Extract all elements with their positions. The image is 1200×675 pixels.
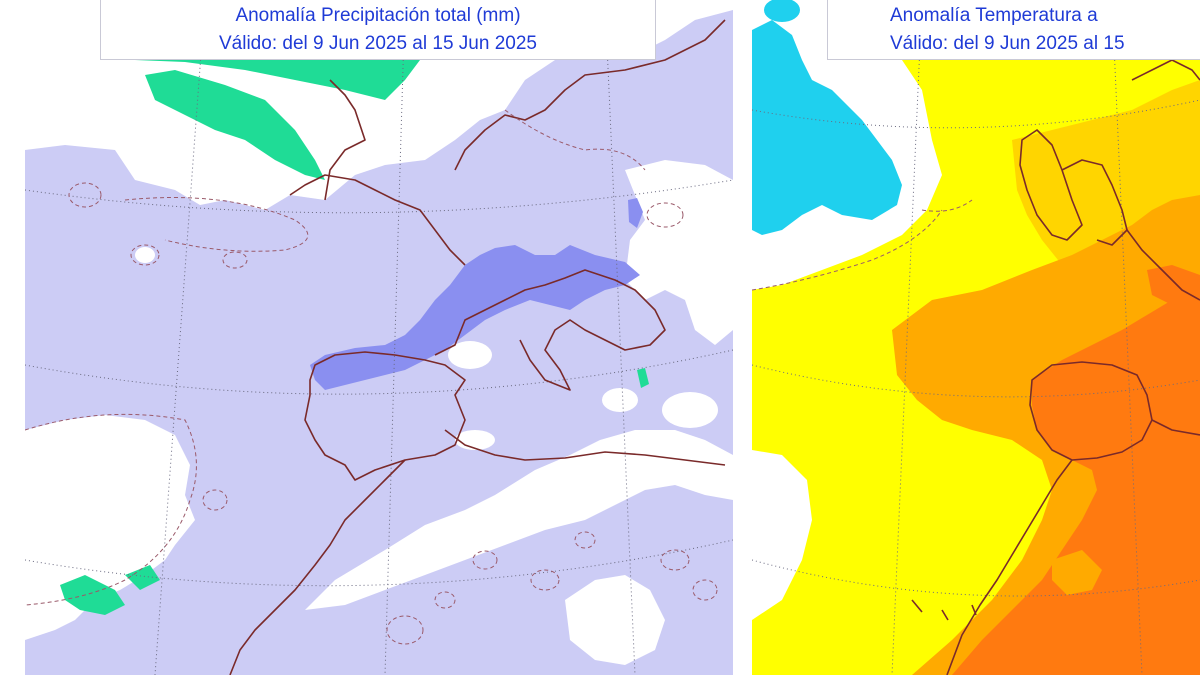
temp-coastline [911,59,1200,675]
temperature-title: Anomalía Temperatura a [890,5,1098,26]
precip-dry-southwest [60,575,125,615]
temp-white-southwest [752,450,812,620]
temp-hot-region [952,290,1200,675]
temp-cold-spot [764,0,800,22]
precip-white-spot-5 [455,430,495,450]
precip-white-bottom-right [565,575,665,665]
temperature-title-box: Anomalía Temperatura a Válido: del 9 Jun… [827,0,1200,60]
precipitation-title: Anomalía Precipitación total (mm) [235,5,521,26]
precip-coastline [229,19,726,675]
temperature-map-canvas [752,0,1200,675]
precip-white-spot-2 [602,388,638,412]
precip-dry-north-2 [145,70,325,180]
precip-dry-spot [637,368,649,388]
temperature-anomaly-map: Anomalía Temperatura a Válido: del 9 Jun… [752,0,1200,675]
temp-contours [752,199,973,291]
precip-white-spot-3 [662,392,718,428]
precip-wet-spot [628,198,643,228]
precipitation-title-box: Anomalía Precipitación total (mm) Válido… [100,0,656,60]
precipitation-validity: Válido: del 9 Jun 2025 al 15 Jun 2025 [219,33,537,54]
precip-contours [25,109,718,645]
precipitation-anomaly-map: Anomalía Precipitación total (mm) Válido… [25,0,733,675]
precip-white-spot-4 [135,247,155,263]
precip-graticule [25,0,733,675]
precipitation-map-canvas [25,0,733,675]
precip-white-spot-1 [448,341,492,369]
precip-dry-southwest-2 [125,565,160,590]
temperature-validity: Válido: del 9 Jun 2025 al 15 [890,33,1125,54]
temp-graticule [752,0,1200,675]
temp-cold-region [752,20,902,235]
temp-warmer-patch [1052,550,1102,595]
precip-white-south-band [305,430,733,610]
temp-hot-spot-north [1147,265,1200,305]
